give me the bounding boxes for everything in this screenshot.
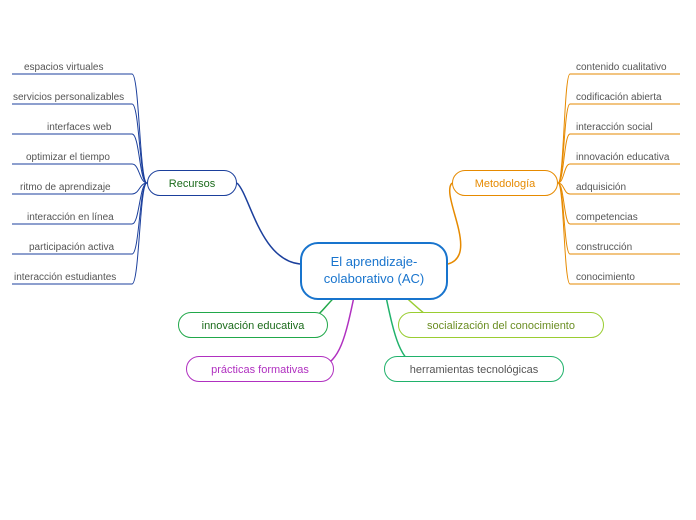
branch-herramientas[interactable]: herramientas tecnológicas [384,356,564,382]
leaf-metodologia-4: adquisición [576,182,626,193]
center-label-line1: El aprendizaje- [320,254,428,271]
branch-innovacion[interactable]: innovación educativa [178,312,328,338]
center-label-line2: colaborativo (AC) [320,271,428,288]
leaf-metodologia-0: contenido cualitativo [576,62,667,73]
leaf-recursos-6: participación activa [29,242,114,253]
branch-socializacion[interactable]: socialización del conocimiento [398,312,604,338]
leaf-recursos-5: interacción en línea [27,212,114,223]
leaf-metodologia-7: conocimiento [576,272,635,283]
leaf-recursos-7: interacción estudiantes [14,272,116,283]
center-node[interactable]: El aprendizaje-colaborativo (AC) [300,242,448,300]
branch-recursos[interactable]: Recursos [147,170,237,196]
leaf-metodologia-3: innovación educativa [576,152,669,163]
branch-metodologia[interactable]: Metodología [452,170,558,196]
leaf-recursos-0: espacios virtuales [24,62,103,73]
leaf-metodologia-1: codificación abierta [576,92,662,103]
leaf-metodologia-6: construcción [576,242,632,253]
leaf-recursos-1: servicios personalizables [13,92,124,103]
leaf-metodologia-5: competencias [576,212,638,223]
leaf-recursos-2: interfaces web [47,122,111,133]
branch-practicas[interactable]: prácticas formativas [186,356,334,382]
leaf-recursos-4: ritmo de aprendizaje [20,182,111,193]
leaf-recursos-3: optimizar el tiempo [26,152,110,163]
leaf-metodologia-2: interacción social [576,122,653,133]
